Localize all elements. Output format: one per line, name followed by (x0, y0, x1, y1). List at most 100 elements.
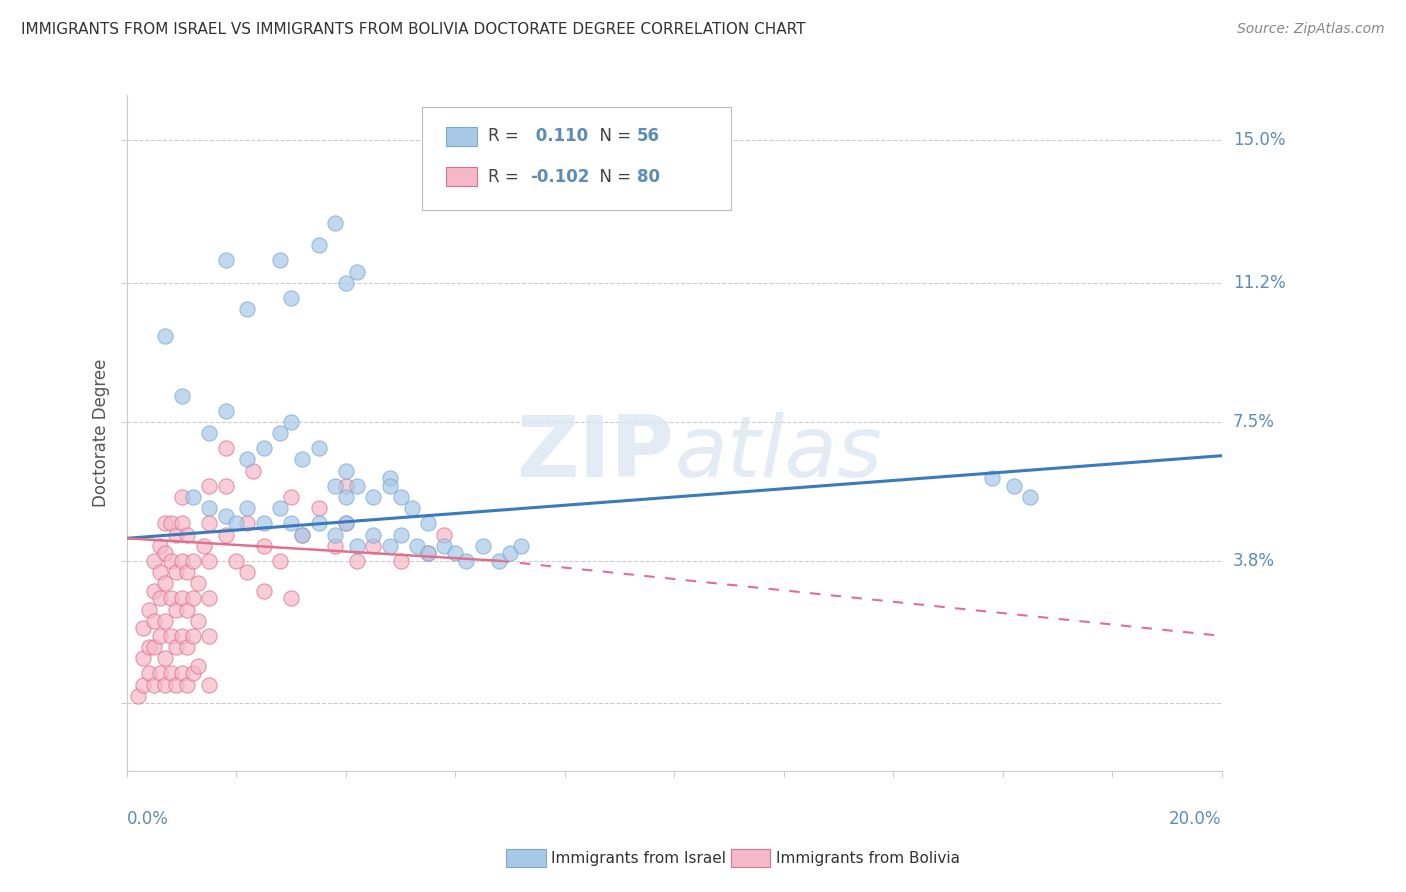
Point (269, 426, 291, 441)
Point (170, 629, 193, 643)
Point (165, 527, 187, 541)
Point (187, 576, 209, 591)
Point (1002, 479, 1025, 493)
Point (187, 659, 209, 673)
Point (280, 415, 302, 429)
Text: 3.8%: 3.8% (1233, 552, 1275, 570)
Point (176, 527, 198, 541)
Point (346, 265, 368, 279)
Point (176, 678, 198, 692)
Point (214, 403, 236, 417)
Point (378, 479, 401, 493)
Point (1019, 490, 1042, 504)
Point (335, 490, 357, 504)
Point (138, 602, 160, 616)
Text: 80: 80 (637, 168, 659, 186)
Point (389, 490, 412, 504)
Point (416, 546, 439, 560)
Point (155, 328, 177, 343)
Point (269, 501, 291, 516)
Point (308, 441, 330, 455)
Point (187, 614, 209, 628)
Point (143, 614, 166, 628)
Point (170, 666, 193, 681)
Point (471, 539, 494, 553)
Point (308, 501, 330, 516)
Point (181, 490, 204, 504)
Point (143, 678, 166, 692)
Point (280, 490, 302, 504)
Point (253, 583, 276, 598)
Point (389, 554, 412, 568)
Point (323, 479, 346, 493)
Point (308, 516, 330, 531)
Point (170, 554, 193, 568)
Point (149, 565, 172, 579)
Point (143, 554, 166, 568)
Point (236, 516, 259, 531)
Point (280, 516, 302, 531)
Text: Immigrants from Israel: Immigrants from Israel (551, 851, 725, 865)
Point (155, 651, 177, 665)
Point (176, 565, 198, 579)
Point (433, 539, 456, 553)
Point (170, 591, 193, 606)
Point (170, 516, 193, 531)
Point (214, 253, 236, 268)
Text: Source: ZipAtlas.com: Source: ZipAtlas.com (1237, 22, 1385, 37)
Point (236, 302, 259, 317)
Text: Immigrants from Bolivia: Immigrants from Bolivia (776, 851, 960, 865)
Point (181, 666, 204, 681)
Point (181, 629, 204, 643)
Point (335, 479, 357, 493)
Text: 15.0%: 15.0% (1233, 131, 1285, 149)
Point (416, 546, 439, 560)
Point (143, 640, 166, 655)
Point (155, 546, 177, 560)
Point (335, 516, 357, 531)
Point (165, 678, 187, 692)
Point (176, 602, 198, 616)
Y-axis label: Doctorate Degree: Doctorate Degree (93, 359, 110, 508)
Point (132, 621, 155, 635)
Point (433, 527, 456, 541)
Point (335, 276, 357, 290)
Point (323, 539, 346, 553)
Point (291, 527, 314, 541)
Point (181, 591, 204, 606)
Point (159, 591, 181, 606)
Text: ZIP: ZIP (516, 412, 675, 495)
Text: R =: R = (488, 168, 524, 186)
Point (165, 565, 187, 579)
Point (378, 539, 401, 553)
Text: 0.110: 0.110 (530, 128, 588, 145)
Point (269, 554, 291, 568)
Point (149, 591, 172, 606)
Text: -0.102: -0.102 (530, 168, 589, 186)
Point (456, 554, 478, 568)
Point (346, 479, 368, 493)
Point (225, 516, 247, 531)
Text: R =: R = (488, 128, 524, 145)
Point (401, 501, 423, 516)
Point (176, 640, 198, 655)
Point (280, 591, 302, 606)
Point (214, 508, 236, 523)
Text: IMMIGRANTS FROM ISRAEL VS IMMIGRANTS FROM BOLIVIA DOCTORATE DEGREE CORRELATION C: IMMIGRANTS FROM ISRAEL VS IMMIGRANTS FRO… (21, 22, 806, 37)
Point (198, 591, 221, 606)
Point (165, 602, 187, 616)
Point (155, 516, 177, 531)
Point (323, 527, 346, 541)
Point (165, 640, 187, 655)
Point (236, 452, 259, 467)
Point (444, 546, 467, 560)
Point (363, 527, 385, 541)
Point (291, 527, 314, 541)
Point (335, 464, 357, 478)
Point (181, 554, 204, 568)
Point (308, 238, 330, 252)
Text: 20.0%: 20.0% (1170, 810, 1222, 828)
Point (198, 678, 221, 692)
Point (253, 539, 276, 553)
Point (280, 291, 302, 305)
